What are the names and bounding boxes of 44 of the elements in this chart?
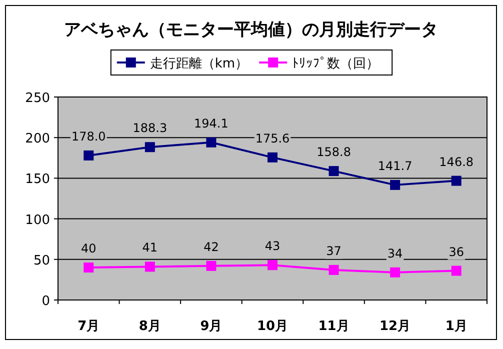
point: [390, 180, 400, 190]
point: [206, 260, 216, 271]
data-label: 178.0: [71, 129, 106, 144]
point: [84, 150, 94, 160]
data-label: 37: [326, 244, 342, 258]
x-tick-label: 12月: [380, 319, 411, 334]
data-label: 175.6: [255, 131, 290, 146]
point: [390, 267, 400, 278]
data-label: 188.3: [132, 121, 168, 136]
point: [451, 176, 462, 186]
data-label: 36: [448, 244, 464, 259]
x-tick-label: 9月: [200, 319, 222, 334]
point: [451, 266, 462, 276]
data-label: 42: [204, 240, 219, 254]
x-tick-label: 8月: [138, 319, 161, 334]
legend-label: ﾄﾘｯﾌﾟ数（回）: [292, 56, 380, 72]
data-label: 194.1: [194, 116, 228, 130]
legend-label: 走行距離（km）: [150, 56, 248, 72]
data-label: 43: [264, 239, 280, 254]
point: [144, 262, 155, 272]
point: [328, 264, 339, 275]
data-label: 146.8: [439, 154, 474, 169]
y-tick-label: 200: [25, 132, 50, 147]
point: [84, 262, 94, 273]
data-label: 34: [387, 246, 403, 260]
point: [268, 260, 278, 270]
x-tick-label: 10月: [256, 319, 288, 334]
x-tick-label: 11月: [318, 319, 350, 334]
data-label: 158.8: [316, 145, 351, 160]
y-tick-label: 0: [42, 294, 50, 309]
data-label: 41: [142, 240, 158, 255]
point: [268, 152, 278, 162]
x-tick-label: 1月: [445, 319, 468, 334]
data-label: 40: [81, 242, 96, 256]
y-tick-label: 150: [25, 172, 50, 188]
point: [328, 166, 339, 176]
point: [144, 142, 155, 152]
y-tick-label: 250: [25, 91, 50, 106]
title: アベちゃん（モニター平均値）の月別走行データ: [64, 20, 438, 40]
x-tick-label: 7月: [78, 319, 100, 334]
point: [206, 137, 216, 148]
y-tick-label: 100: [25, 212, 50, 228]
data-label: 141.7: [378, 158, 412, 173]
y-tick-label: 50: [33, 253, 50, 268]
